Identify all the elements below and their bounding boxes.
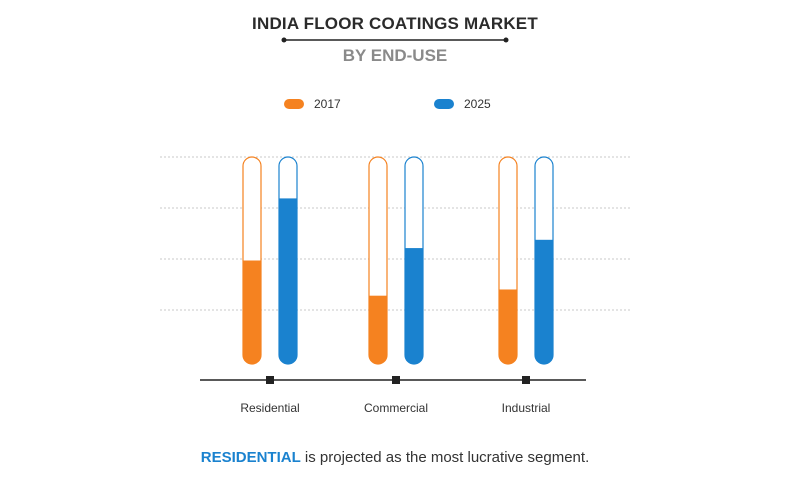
caption: RESIDENTIAL is projected as the most luc… <box>0 449 790 466</box>
bar-residential-2017 <box>243 260 261 364</box>
title-underline <box>281 37 509 43</box>
chart-title: INDIA FLOOR COATINGS MARKET <box>252 14 538 33</box>
legend: 2017 2025 <box>284 97 491 111</box>
caption-text: is projected as the most lucrative segme… <box>300 449 590 466</box>
chart-subtitle: BY END-USE <box>342 46 448 65</box>
x-tick-label-industrial: Industrial <box>502 401 551 415</box>
bar-residential-2025 <box>279 198 297 364</box>
x-tick-industrial <box>522 376 530 384</box>
legend-swatch-2017 <box>284 99 304 109</box>
caption-highlight: RESIDENTIAL <box>200 449 301 466</box>
x-tick-commercial <box>392 376 400 384</box>
bar-commercial-2017 <box>369 295 387 364</box>
grid-lines <box>160 156 630 311</box>
x-axis: Residential Commercial Industrial <box>200 376 586 415</box>
legend-swatch-2025 <box>434 99 454 109</box>
x-tick-label-commercial: Commercial <box>364 401 428 415</box>
x-tick-label-residential: Residential <box>240 401 299 415</box>
bar-industrial-2025 <box>535 239 553 364</box>
bar-commercial-2025 <box>405 248 423 364</box>
legend-label-2025: 2025 <box>464 97 491 111</box>
legend-label-2017: 2017 <box>314 97 341 111</box>
bar-group <box>242 156 554 365</box>
x-tick-residential <box>266 376 274 384</box>
bar-industrial-2017 <box>499 289 517 364</box>
